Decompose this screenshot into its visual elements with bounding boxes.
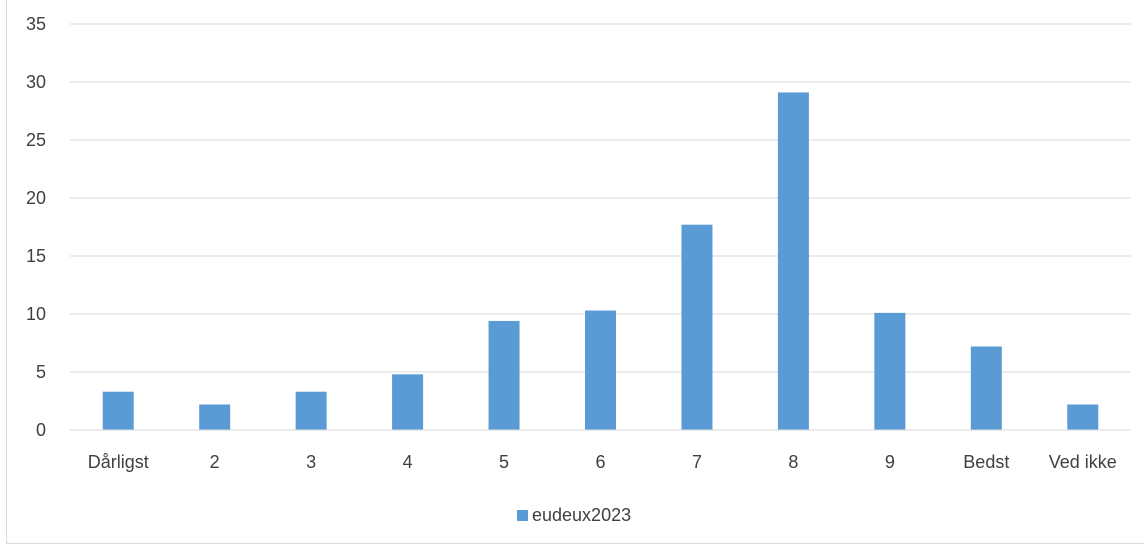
y-tick-label: 0	[36, 420, 46, 440]
bar	[102, 391, 134, 430]
bars	[102, 92, 1099, 430]
y-tick-label: 30	[26, 72, 46, 92]
y-tick-label: 15	[26, 246, 46, 266]
bar	[874, 312, 906, 430]
legend-label: eudeux2023	[532, 505, 632, 525]
x-tick-label: 5	[499, 452, 509, 472]
y-tick-label: 5	[36, 362, 46, 382]
x-tick-label: 6	[595, 452, 605, 472]
bar	[295, 391, 327, 430]
x-tick-label: 9	[885, 452, 895, 472]
x-tick-label: 2	[210, 452, 220, 472]
y-tick-label: 20	[26, 188, 46, 208]
x-tick-label: 4	[403, 452, 413, 472]
bar	[970, 346, 1002, 430]
x-tick-label: 8	[788, 452, 798, 472]
bar	[777, 92, 809, 430]
bar	[199, 404, 231, 430]
x-tick-label: Dårligst	[88, 452, 149, 472]
x-tick-label: 7	[692, 452, 702, 472]
y-tick-label: 35	[26, 14, 46, 34]
x-axis-ticks: Dårligst 2 3 4 5 6 7 8 9 Bedst Ved ikke	[88, 452, 1117, 472]
bar-chart: 0 5 10 15 20 25 30 35 Dårligst 2 3 4 5 6 7 8 9 Bedst Ved …	[26, 14, 1131, 472]
x-tick-label: 3	[306, 452, 316, 472]
bar	[392, 374, 424, 430]
x-tick-label: Ved ikke	[1049, 452, 1117, 472]
y-tick-label: 25	[26, 130, 46, 150]
legend: eudeux2023	[517, 505, 631, 526]
bar	[1067, 404, 1099, 430]
legend-swatch	[517, 510, 528, 521]
bar	[488, 320, 520, 430]
y-axis-ticks: 0 5 10 15 20 25 30 35	[26, 14, 46, 440]
bar	[681, 224, 713, 430]
chart-frame	[6, 0, 1144, 544]
bar	[585, 310, 616, 430]
x-tick-label: Bedst	[963, 452, 1009, 472]
y-tick-label: 10	[26, 304, 46, 324]
